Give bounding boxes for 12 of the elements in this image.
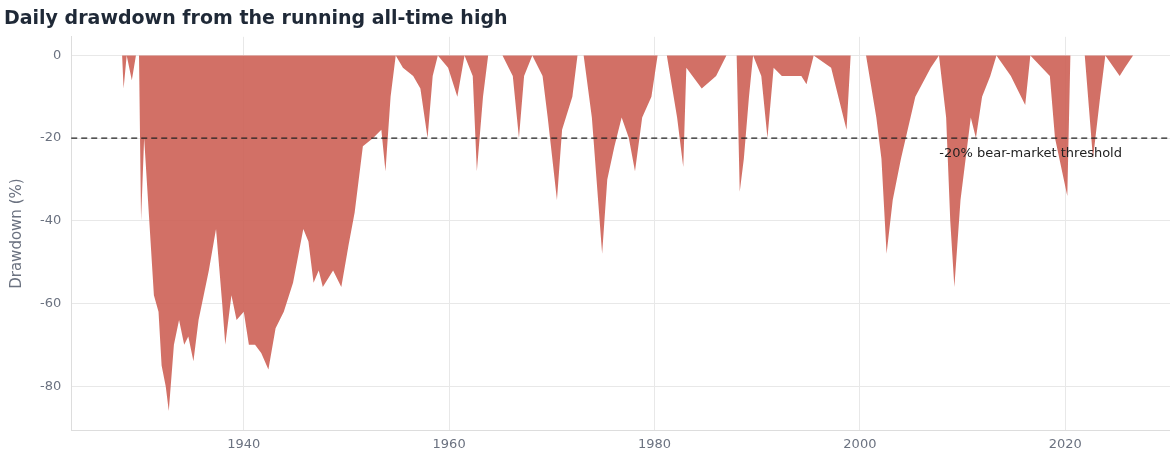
y-tick-label: 0 bbox=[52, 46, 62, 62]
y-axis-title: Drawdown (%) bbox=[6, 178, 25, 289]
y-tick-label: -60 bbox=[40, 294, 62, 310]
x-tick-label: 1960 bbox=[432, 435, 466, 451]
x-tick-label: 1980 bbox=[637, 435, 672, 451]
y-tick-label: -40 bbox=[40, 212, 62, 228]
chart-title: Daily drawdown from the running all-time high bbox=[4, 6, 508, 29]
x-tick-label: 1940 bbox=[227, 435, 261, 451]
x-tick-label: 2020 bbox=[1048, 435, 1082, 451]
x-tick-label: 2000 bbox=[843, 435, 877, 451]
y-tick-label: -20 bbox=[40, 129, 62, 145]
y-tick-label: -80 bbox=[40, 377, 62, 393]
